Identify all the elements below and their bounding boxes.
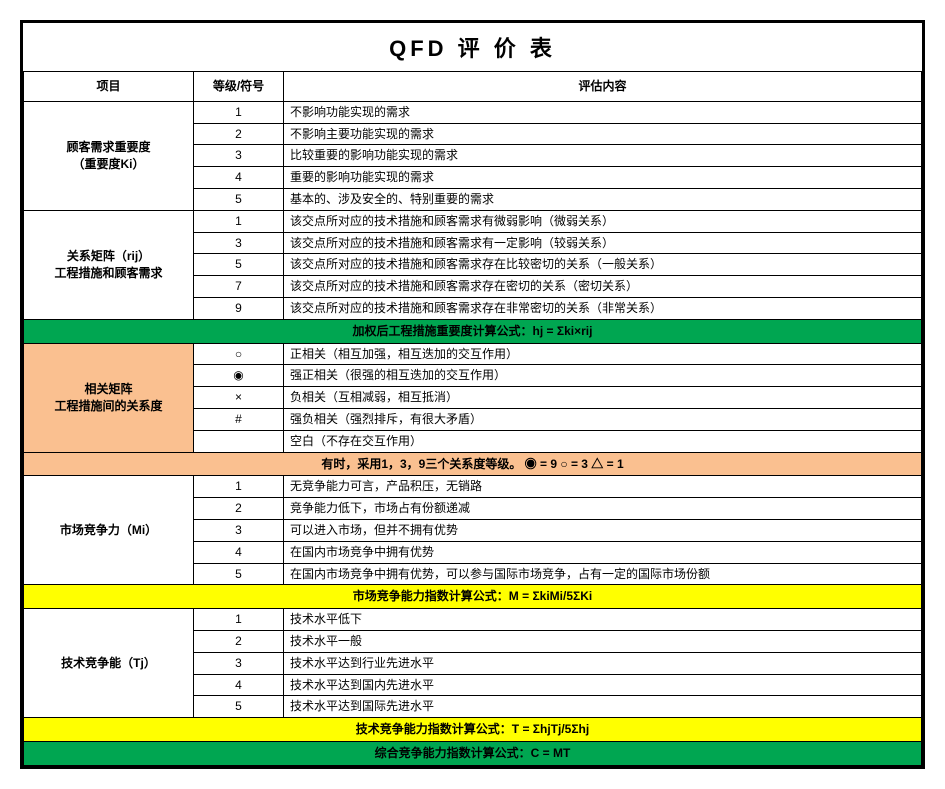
header-item: 项目: [24, 72, 194, 101]
level-cell: 2: [194, 498, 284, 520]
table-row: 市场竞争力（Mi）1无竞争能力可言，产品积压，无销路: [24, 476, 922, 498]
desc-cell: 技术水平一般: [284, 630, 922, 652]
section-label: 市场竞争力（Mi）: [24, 476, 194, 585]
desc-cell: 基本的、涉及安全的、特别重要的需求: [284, 188, 922, 210]
header-desc: 评估内容: [284, 72, 922, 101]
level-cell: 4: [194, 541, 284, 563]
banner-text: 有时，采用1，3，9三个关系度等级。 ◉ = 9 ○ = 3 △ = 1: [24, 452, 922, 476]
banner-text: 技术竞争能力指数计算公式：T = ΣhjTj/5Σhj: [24, 718, 922, 742]
banner-text: 加权后工程措施重要度计算公式：hj = Σki×rij: [24, 319, 922, 343]
banner-text: 综合竞争能力指数计算公式：C = MT: [24, 741, 922, 765]
level-cell: ◉: [194, 365, 284, 387]
formula-banner: 有时，采用1，3，9三个关系度等级。 ◉ = 9 ○ = 3 △ = 1: [24, 452, 922, 476]
section-label: 顾客需求重要度（重要度Ki）: [24, 101, 194, 210]
level-cell: ○: [194, 343, 284, 365]
level-cell: 4: [194, 674, 284, 696]
desc-cell: 该交点所对应的技术措施和顾客需求有微弱影响（微弱关系）: [284, 210, 922, 232]
section-label-line: 关系矩阵（rij）: [28, 248, 189, 265]
level-cell: 4: [194, 167, 284, 189]
level-cell: 3: [194, 519, 284, 541]
level-cell: 1: [194, 210, 284, 232]
section-label-line: （重要度Ki）: [28, 156, 189, 173]
desc-cell: 该交点所对应的技术措施和顾客需求存在比较密切的关系（一般关系）: [284, 254, 922, 276]
section-label: 关系矩阵（rij）工程措施和顾客需求: [24, 210, 194, 319]
level-cell: 3: [194, 652, 284, 674]
desc-cell: 技术水平达到行业先进水平: [284, 652, 922, 674]
section-label-line: 相关矩阵: [28, 381, 189, 398]
level-cell: 7: [194, 276, 284, 298]
table-row: 相关矩阵工程措施间的关系度○正相关（相互加强，相互迭加的交互作用）: [24, 343, 922, 365]
desc-cell: 技术水平达到国际先进水平: [284, 696, 922, 718]
header-level: 等级/符号: [194, 72, 284, 101]
qfd-table-container: QFD 评 价 表 项目等级/符号评估内容顾客需求重要度（重要度Ki）1不影响功…: [20, 20, 925, 769]
level-cell: 1: [194, 476, 284, 498]
formula-banner: 技术竞争能力指数计算公式：T = ΣhjTj/5Σhj: [24, 718, 922, 742]
formula-banner: 市场竞争能力指数计算公式：M = ΣkiMi/5ΣKi: [24, 585, 922, 609]
level-cell: #: [194, 408, 284, 430]
desc-cell: 该交点所对应的技术措施和顾客需求存在密切的关系（密切关系）: [284, 276, 922, 298]
table-row: 关系矩阵（rij）工程措施和顾客需求1该交点所对应的技术措施和顾客需求有微弱影响…: [24, 210, 922, 232]
section-label-line: 工程措施间的关系度: [28, 398, 189, 415]
banner-text: 市场竞争能力指数计算公式：M = ΣkiMi/5ΣKi: [24, 585, 922, 609]
level-cell: ×: [194, 387, 284, 409]
desc-cell: 无竞争能力可言，产品积压，无销路: [284, 476, 922, 498]
desc-cell: 不影响主要功能实现的需求: [284, 123, 922, 145]
level-cell: [194, 430, 284, 452]
level-cell: 5: [194, 563, 284, 585]
desc-cell: 可以进入市场，但并不拥有优势: [284, 519, 922, 541]
desc-cell: 负相关（互相减弱，相互抵消）: [284, 387, 922, 409]
level-cell: 5: [194, 188, 284, 210]
level-cell: 5: [194, 696, 284, 718]
level-cell: 3: [194, 232, 284, 254]
desc-cell: 在国内市场竞争中拥有优势，可以参与国际市场竞争，占有一定的国际市场份额: [284, 563, 922, 585]
section-label: 相关矩阵工程措施间的关系度: [24, 343, 194, 452]
section-label-line: 顾客需求重要度: [28, 139, 189, 156]
desc-cell: 正相关（相互加强，相互迭加的交互作用）: [284, 343, 922, 365]
level-cell: 2: [194, 630, 284, 652]
table-row: 顾客需求重要度（重要度Ki）1不影响功能实现的需求: [24, 101, 922, 123]
desc-cell: 重要的影响功能实现的需求: [284, 167, 922, 189]
table-title: QFD 评 价 表: [23, 23, 922, 72]
section-label-line: 技术竞争能（Tj）: [28, 655, 189, 672]
desc-cell: 强负相关（强烈排斥，有很大矛盾）: [284, 408, 922, 430]
desc-cell: 不影响功能实现的需求: [284, 101, 922, 123]
desc-cell: 比较重要的影响功能实现的需求: [284, 145, 922, 167]
level-cell: 1: [194, 609, 284, 631]
level-cell: 9: [194, 297, 284, 319]
qfd-evaluation-table: 项目等级/符号评估内容顾客需求重要度（重要度Ki）1不影响功能实现的需求2不影响…: [23, 72, 922, 766]
desc-cell: 在国内市场竞争中拥有优势: [284, 541, 922, 563]
desc-cell: 该交点所对应的技术措施和顾客需求有一定影响（较弱关系）: [284, 232, 922, 254]
level-cell: 3: [194, 145, 284, 167]
level-cell: 2: [194, 123, 284, 145]
formula-banner: 加权后工程措施重要度计算公式：hj = Σki×rij: [24, 319, 922, 343]
desc-cell: 强正相关（很强的相互迭加的交互作用）: [284, 365, 922, 387]
desc-cell: 空白（不存在交互作用）: [284, 430, 922, 452]
level-cell: 1: [194, 101, 284, 123]
formula-banner: 综合竞争能力指数计算公式：C = MT: [24, 741, 922, 765]
section-label: 技术竞争能（Tj）: [24, 609, 194, 718]
desc-cell: 该交点所对应的技术措施和顾客需求存在非常密切的关系（非常关系）: [284, 297, 922, 319]
section-label-line: 市场竞争力（Mi）: [28, 522, 189, 539]
desc-cell: 技术水平达到国内先进水平: [284, 674, 922, 696]
desc-cell: 竞争能力低下，市场占有份额递减: [284, 498, 922, 520]
level-cell: 5: [194, 254, 284, 276]
section-label-line: 工程措施和顾客需求: [28, 265, 189, 282]
desc-cell: 技术水平低下: [284, 609, 922, 631]
table-row: 技术竞争能（Tj）1技术水平低下: [24, 609, 922, 631]
